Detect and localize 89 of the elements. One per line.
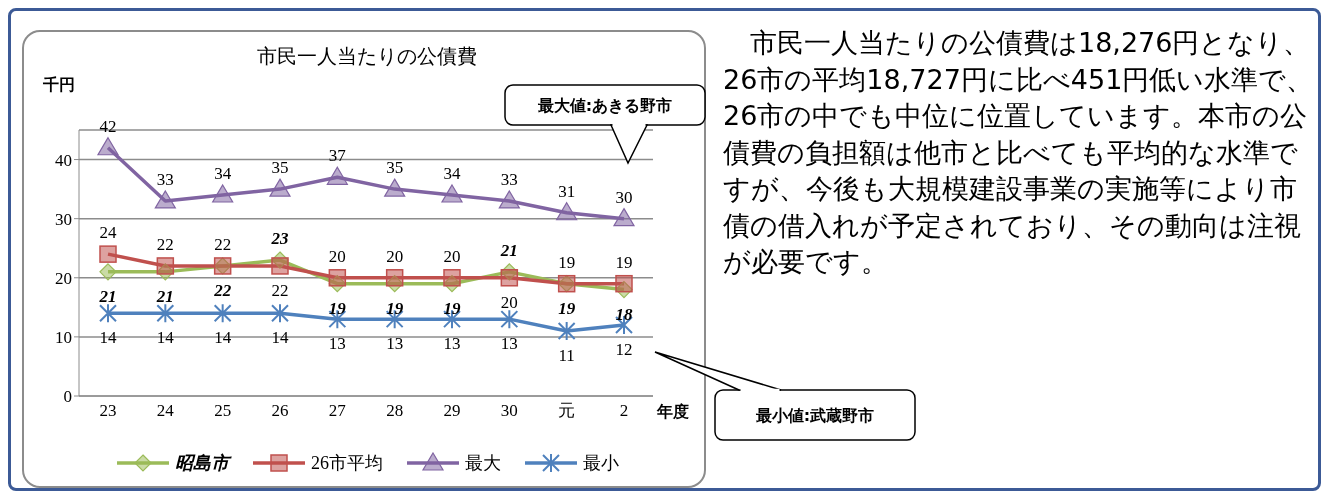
data-label: 19 (558, 298, 576, 318)
x-tick-label: 24 (156, 401, 175, 421)
data-label: 20 (500, 292, 518, 312)
y-tick-label: 30 (55, 209, 72, 229)
data-label: 20 (386, 246, 404, 266)
data-label: 30 (615, 187, 633, 207)
data-label: 37 (328, 146, 347, 166)
data-label: 23 (270, 229, 289, 249)
data-label: 19 (328, 298, 347, 318)
point (271, 303, 289, 324)
data-label: 35 (271, 158, 289, 178)
x-tick-label: 26 (271, 401, 289, 421)
data-label: 13 (328, 334, 346, 354)
data-label: 19 (386, 298, 404, 318)
data-label: 33 (156, 169, 174, 189)
point (156, 257, 175, 275)
point (500, 309, 519, 330)
data-label: 35 (386, 158, 404, 178)
x-axis-title: 年度 (657, 402, 689, 423)
data-label: 21 (98, 286, 117, 306)
point (615, 274, 633, 293)
text: 市民一人当たりの公債費は18,276円となり、26市の平均18,727円に比べ451円低い水準で、26市の中でも中位に位置しています。本市の公債費の負担額は他市と比べても平均的な水準ですが、今後も大規模建設事業の実施等により市債の借入れが予定されており、その動向は注視が必要です。 (723, 26, 1315, 279)
data-label: 22 (271, 280, 289, 300)
point (500, 269, 519, 287)
data-label: 12 (615, 340, 633, 360)
y-tick-label: 0 (63, 387, 72, 407)
point (99, 245, 117, 263)
data-label: 20 (443, 246, 461, 266)
chart-title: 市民一人当たりの公債費 (256, 43, 478, 70)
data-label: 19 (615, 252, 633, 272)
point (154, 190, 176, 209)
data-label: 14 (156, 328, 175, 348)
point (99, 263, 117, 281)
point (97, 137, 119, 156)
legend-label: 最大 (465, 452, 501, 475)
data-label: 42 (99, 116, 117, 136)
x-tick-label: 25 (214, 401, 232, 421)
data-label: 33 (500, 169, 518, 189)
data-label: 22 (156, 234, 174, 254)
data-label: 21 (155, 286, 174, 306)
point (213, 303, 232, 324)
point (269, 178, 291, 197)
data-label: 19 (558, 252, 576, 272)
point (156, 303, 175, 324)
y-tick-label: 40 (55, 150, 72, 170)
x-tick-label: 元 (558, 401, 576, 421)
x-tick-label: 2 (619, 401, 629, 421)
point (99, 303, 117, 324)
data-label: 24 (99, 223, 117, 243)
point (326, 166, 348, 185)
data-label: 14 (271, 328, 289, 348)
data-label: 13 (500, 334, 518, 354)
point (613, 208, 635, 227)
x-tick-label: 23 (99, 401, 117, 421)
y-tick-label: 20 (55, 268, 72, 288)
x-tick-label: 29 (443, 401, 461, 421)
data-label: 11 (558, 345, 575, 365)
point (556, 202, 578, 221)
point (441, 184, 463, 203)
point (443, 269, 461, 287)
x-tick-label: 30 (500, 401, 518, 421)
point (385, 269, 404, 287)
data-label: 13 (386, 334, 404, 354)
data-label: 31 (558, 181, 576, 201)
legend-label: 最小 (583, 452, 619, 475)
data-label: 22 (213, 280, 232, 300)
point (557, 320, 576, 341)
text: 最小値:武蔵野市 (754, 406, 875, 425)
data-label: 14 (99, 328, 117, 348)
legend-label: 26市平均 (311, 452, 383, 475)
data-label: 14 (214, 328, 232, 348)
data-label: 21 (499, 240, 518, 260)
point (384, 178, 406, 197)
y-tick-label: 10 (55, 327, 72, 347)
point (212, 184, 234, 203)
data-label: 34 (214, 164, 232, 184)
x-tick-label: 27 (328, 401, 347, 421)
data-label: 20 (328, 246, 346, 266)
data-label: 18 (615, 304, 633, 324)
point (498, 190, 520, 209)
data-label: 13 (443, 334, 461, 354)
x-tick-label: 28 (386, 401, 404, 421)
point (271, 257, 289, 275)
text: 最大値:あきる野市 (536, 96, 673, 115)
y-axis-title: 千円 (43, 75, 75, 96)
data-label: 22 (214, 234, 232, 254)
data-label: 34 (443, 164, 461, 184)
point (328, 269, 347, 287)
data-label: 19 (443, 298, 461, 318)
